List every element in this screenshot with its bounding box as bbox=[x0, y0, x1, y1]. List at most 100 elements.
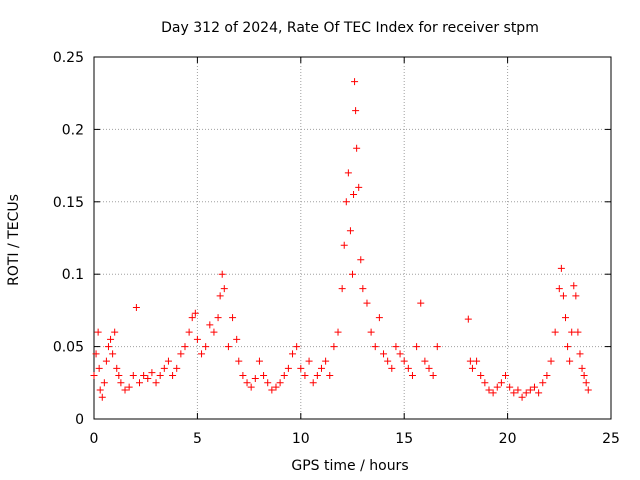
data-point bbox=[582, 379, 590, 387]
data-point bbox=[160, 364, 168, 372]
data-point bbox=[140, 372, 148, 380]
data-point bbox=[417, 299, 425, 307]
grid-lines bbox=[94, 57, 611, 419]
data-point bbox=[413, 343, 421, 351]
data-point bbox=[353, 144, 361, 152]
data-point bbox=[349, 270, 356, 278]
data-point bbox=[218, 270, 226, 278]
data-point bbox=[338, 285, 346, 293]
data-point bbox=[121, 386, 129, 394]
x-tick-label: 25 bbox=[602, 431, 620, 447]
x-tick-label: 5 bbox=[193, 431, 202, 447]
data-point bbox=[117, 379, 125, 387]
data-point bbox=[557, 264, 565, 272]
data-point bbox=[502, 372, 510, 380]
data-point bbox=[132, 304, 140, 312]
data-point bbox=[102, 357, 110, 365]
data-point bbox=[255, 357, 263, 365]
data-point bbox=[156, 372, 164, 380]
data-point bbox=[280, 372, 288, 380]
data-point bbox=[404, 364, 412, 372]
data-point bbox=[466, 357, 474, 365]
data-point bbox=[185, 328, 193, 336]
data-point bbox=[322, 357, 330, 365]
data-point bbox=[111, 328, 119, 336]
x-tick-label: 20 bbox=[499, 431, 517, 447]
x-axis-ticks: 0 5 10 15 20 25 bbox=[90, 57, 620, 447]
data-point bbox=[568, 328, 576, 336]
data-point bbox=[526, 386, 534, 394]
data-point bbox=[90, 372, 98, 380]
data-point bbox=[191, 309, 199, 317]
data-point bbox=[473, 357, 481, 365]
data-point bbox=[260, 372, 268, 380]
x-tick-label: 0 bbox=[90, 431, 99, 447]
data-point bbox=[301, 372, 309, 380]
data-point bbox=[375, 314, 383, 322]
data-point bbox=[135, 379, 143, 387]
data-point bbox=[198, 350, 206, 358]
data-point bbox=[98, 393, 106, 401]
data-point bbox=[359, 285, 367, 293]
data-point bbox=[392, 343, 400, 351]
data-point bbox=[342, 198, 350, 206]
data-point bbox=[429, 372, 437, 380]
data-point bbox=[289, 350, 297, 358]
data-point bbox=[464, 315, 472, 323]
data-point bbox=[220, 285, 228, 293]
data-points bbox=[90, 78, 592, 401]
data-point bbox=[276, 379, 284, 387]
data-point bbox=[224, 343, 232, 351]
data-point bbox=[216, 292, 224, 300]
y-tick-label: 0.25 bbox=[53, 50, 84, 66]
data-point bbox=[293, 343, 301, 351]
data-point bbox=[489, 389, 497, 397]
data-point bbox=[144, 374, 152, 382]
data-point bbox=[562, 314, 570, 322]
data-point bbox=[181, 343, 189, 351]
data-point bbox=[96, 386, 104, 394]
data-point bbox=[425, 364, 433, 372]
data-point bbox=[371, 343, 379, 351]
data-point bbox=[309, 379, 317, 387]
y-tick-label: 0.05 bbox=[53, 340, 84, 356]
data-point bbox=[210, 328, 218, 336]
data-point bbox=[109, 350, 117, 358]
data-point bbox=[92, 350, 100, 358]
data-point bbox=[125, 383, 133, 391]
data-point bbox=[297, 364, 305, 372]
data-point bbox=[477, 372, 485, 380]
data-point bbox=[566, 357, 574, 365]
data-point bbox=[202, 343, 210, 351]
data-point bbox=[468, 364, 476, 372]
data-point bbox=[510, 389, 518, 397]
data-point bbox=[148, 369, 156, 377]
data-point bbox=[497, 379, 505, 387]
data-point bbox=[235, 357, 243, 365]
data-point bbox=[522, 389, 530, 397]
data-point bbox=[344, 169, 352, 177]
data-point bbox=[485, 386, 493, 394]
data-point bbox=[408, 372, 416, 380]
data-point bbox=[530, 383, 538, 391]
data-point bbox=[564, 343, 572, 351]
data-point bbox=[104, 343, 112, 351]
data-point bbox=[351, 78, 359, 86]
data-point bbox=[421, 357, 429, 365]
data-point bbox=[115, 372, 123, 380]
data-point bbox=[152, 379, 160, 387]
chart-title: Day 312 of 2024, Rate Of TEC Index for r… bbox=[161, 20, 539, 36]
y-axis-label: ROTI / TECUs bbox=[6, 194, 22, 286]
data-point bbox=[317, 364, 325, 372]
data-point bbox=[580, 372, 588, 380]
data-point bbox=[313, 372, 321, 380]
data-point bbox=[100, 379, 108, 387]
data-point bbox=[247, 383, 255, 391]
data-point bbox=[264, 379, 272, 387]
data-point bbox=[350, 191, 358, 199]
data-point bbox=[94, 328, 102, 336]
data-point bbox=[380, 350, 388, 358]
data-point bbox=[305, 357, 313, 365]
data-point bbox=[239, 372, 247, 380]
